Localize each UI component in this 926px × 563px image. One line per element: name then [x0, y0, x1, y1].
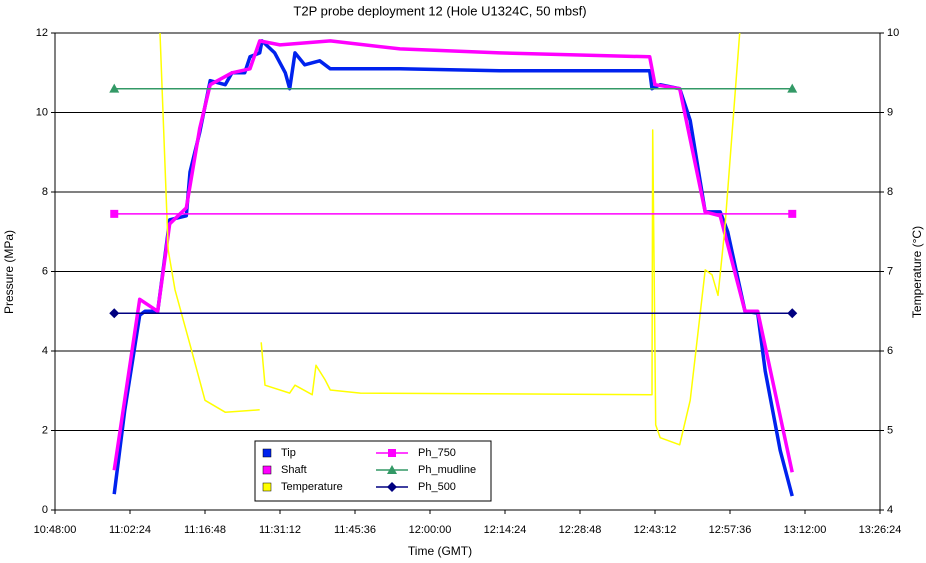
x-tick-label: 11:16:48 — [184, 524, 226, 536]
x-tick-label: 11:45:36 — [334, 524, 376, 536]
legend-label: Ph_500 — [418, 481, 456, 493]
x-tick-label: 12:14:24 — [484, 524, 527, 536]
legend-box — [254, 440, 492, 502]
y2-tick-label: 10 — [887, 27, 899, 39]
legend-swatch — [262, 448, 272, 458]
y-tick-label: 2 — [42, 424, 48, 436]
y2-tick-label: 5 — [887, 424, 893, 436]
marker — [388, 449, 396, 457]
x-tick-label: 11:02:24 — [109, 524, 151, 536]
legend-swatch — [262, 465, 272, 475]
y-tick-label: 6 — [42, 265, 48, 277]
y-axis-title: Pressure (MPa) — [2, 230, 16, 314]
marker — [787, 83, 798, 93]
marker — [787, 308, 798, 319]
y-tick-label: 0 — [42, 504, 48, 516]
y-tick-label: 10 — [36, 106, 48, 118]
y2-tick-label: 8 — [887, 186, 893, 198]
y2-tick-label: 7 — [887, 265, 893, 277]
y-tick-label: 12 — [36, 27, 48, 39]
marker — [387, 465, 397, 474]
legend-swatch — [262, 482, 272, 492]
x-tick-label: 12:00:00 — [409, 524, 452, 536]
x-tick-label: 12:57:36 — [709, 524, 752, 536]
y2-tick-label: 6 — [887, 345, 893, 357]
y2-tick-label: 9 — [887, 106, 893, 118]
x-tick-label: 11:31:12 — [259, 524, 301, 536]
x-tick-label: 12:43:12 — [634, 524, 677, 536]
x-tick-label: 12:28:48 — [559, 524, 602, 536]
series-line — [112, 39, 794, 497]
x-tick-label: 10:48:00 — [34, 524, 77, 536]
y2-axis-title: Temperature (°C) — [910, 226, 924, 318]
x-tick-label: 13:12:00 — [784, 524, 827, 536]
y-tick-label: 8 — [42, 186, 48, 198]
marker — [109, 83, 120, 93]
marker — [788, 209, 797, 218]
marker — [109, 308, 120, 319]
marker — [387, 482, 397, 492]
marker — [110, 209, 119, 218]
x-axis-title: Time (GMT) — [408, 544, 472, 558]
legend-label: Shaft — [281, 464, 307, 476]
series-line — [159, 33, 741, 446]
x-tick-label: 13:26:24 — [859, 524, 902, 536]
y-tick-label: 4 — [42, 345, 48, 357]
legend-label: Tip — [281, 447, 296, 459]
y2-tick-label: 4 — [887, 504, 893, 516]
legend-label: Ph_750 — [418, 447, 456, 459]
legend-label: Ph_mudline — [418, 464, 476, 476]
chart-title: T2P probe deployment 12 (Hole U1324C, 50… — [293, 3, 586, 18]
legend-label: Temperature — [281, 481, 343, 493]
